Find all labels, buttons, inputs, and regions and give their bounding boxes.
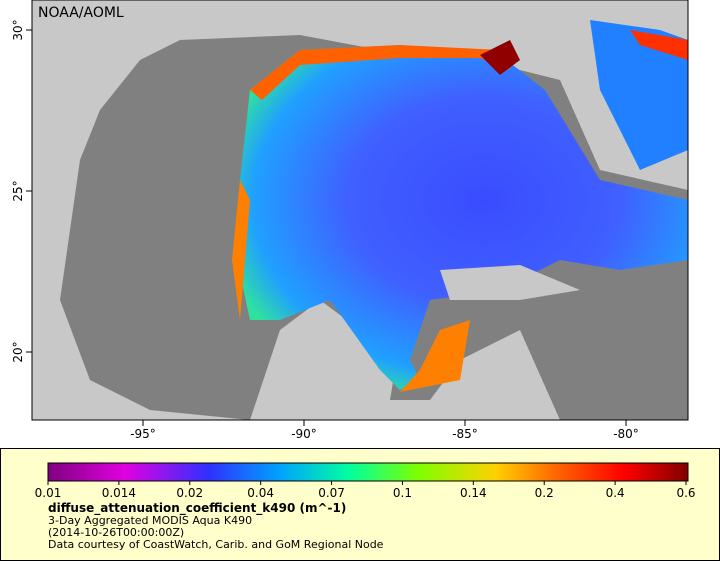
colorbar-tick-label: 0.1 — [393, 486, 412, 500]
info-line: (2014-10-26T00:00:00Z) — [48, 526, 184, 539]
coastal-high — [630, 30, 688, 60]
coastal-high — [232, 180, 250, 320]
colorbar-tick-label: 0.01 — [35, 486, 62, 500]
y-tick-label: 25° — [11, 180, 25, 201]
x-tick-label: -90° — [291, 427, 317, 441]
x-tick-label: -85° — [452, 427, 478, 441]
coastal-high — [400, 320, 470, 392]
colorbar-tick-label: 0.2 — [535, 486, 554, 500]
cuba — [440, 265, 580, 300]
colorbar-tick-label: 0.04 — [247, 486, 274, 500]
colorbar-tick-label: 0.6 — [676, 486, 695, 500]
x-tick-label: -80° — [613, 427, 639, 441]
credit: NOAA/AOML — [38, 5, 124, 21]
colorbar-tick-label: 0.07 — [318, 486, 345, 500]
colorbar — [47, 462, 689, 482]
colorbar-title: diffuse_attenuation_coefficient_k490 (m^… — [48, 501, 346, 516]
y-tick-label: 30° — [11, 19, 25, 40]
map: NOAA/AOML — [31, 0, 689, 421]
axes: -95° -90° -85° -80° 30° 25° 20° — [11, 19, 639, 441]
coastal-max — [480, 40, 520, 75]
colorbar-ticks: 0.01 0.014 0.02 0.04 0.07 0.1 0.14 0.2 0.4 0.6 — [35, 481, 696, 500]
colorbar-tick-label: 0.14 — [460, 486, 487, 500]
coastal-high — [250, 45, 510, 100]
colorbar-tick-label: 0.02 — [176, 486, 203, 500]
info-line: 3-Day Aggregated MODIS Aqua K490 — [48, 514, 252, 527]
info-line: Data courtesy of CoastWatch, Carib. and … — [48, 538, 384, 551]
colorbar-tick-label: 0.4 — [606, 486, 625, 500]
data-field — [235, 45, 688, 390]
y-tick-label: 20° — [11, 341, 25, 362]
colorbar-tick-label: 0.014 — [102, 486, 136, 500]
atlantic-field — [590, 20, 688, 170]
map-frame — [31, 0, 689, 421]
x-tick-label: -95° — [130, 427, 156, 441]
